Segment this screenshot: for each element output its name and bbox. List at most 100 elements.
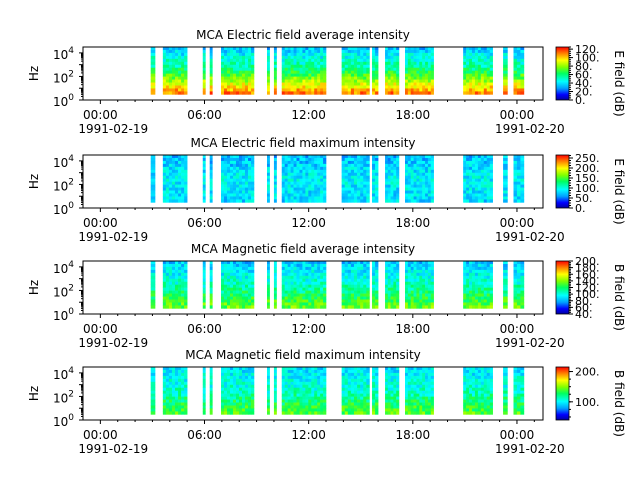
spectrogram-cell	[224, 293, 228, 297]
spectrogram-cell	[267, 381, 270, 386]
spectrogram-cell	[168, 181, 173, 185]
x-tick-time: 00:00	[83, 322, 118, 336]
spectrogram-cell	[227, 296, 231, 300]
spectrogram-cell	[486, 287, 491, 291]
spectrogram-cell	[171, 372, 176, 377]
spectrogram-cell	[314, 55, 318, 60]
spectrogram-cell	[513, 278, 518, 283]
spectrogram-cell	[267, 85, 270, 89]
spectrogram-cell	[344, 266, 349, 271]
spectrogram-cell	[480, 196, 485, 200]
spectrogram-cell	[267, 169, 270, 174]
spectrogram-cell	[360, 49, 364, 54]
spectrogram-cell	[360, 193, 364, 197]
spectrogram-cell	[281, 73, 285, 77]
colorbar: 40.60.80.100.120.140.160.180.200.B field…	[555, 255, 626, 331]
spectrogram-cell	[181, 263, 185, 268]
spectrogram-cell	[477, 61, 482, 66]
spectrogram-cell	[416, 266, 420, 271]
spectrogram-cell	[229, 272, 234, 277]
spectrogram-cell	[323, 196, 327, 200]
spectrogram-cell	[344, 160, 349, 165]
spectrogram-cell	[387, 76, 391, 80]
spectrogram-cell	[422, 166, 426, 171]
spectrogram-cell	[290, 396, 294, 400]
spectrogram-cell	[178, 178, 182, 182]
spectrogram-cell	[229, 187, 234, 191]
spectrogram-cell	[308, 278, 312, 283]
spectrogram-cell	[427, 287, 432, 291]
spectrogram-cell	[296, 175, 300, 179]
spectrogram-cell	[224, 284, 228, 288]
spectrogram-cell	[273, 399, 277, 403]
spectrogram-cell	[314, 79, 318, 83]
spectrogram-cell	[175, 91, 179, 95]
spectrogram-cell	[314, 384, 318, 389]
spectrogram-cell	[162, 88, 167, 92]
spectrogram-cell	[296, 163, 300, 168]
spectrogram-cell	[427, 261, 432, 265]
spectrogram-cell	[227, 369, 231, 374]
spectrogram-cell	[229, 281, 234, 285]
spectrogram-cell	[238, 73, 243, 77]
spectrogram-cell	[363, 85, 367, 89]
spectrogram-cell	[466, 157, 470, 162]
spectrogram-cell	[405, 296, 409, 300]
spectrogram-cell	[224, 381, 228, 386]
spectrogram-cell	[232, 184, 237, 188]
spectrogram-cell	[296, 290, 300, 294]
spectrogram-cell	[427, 157, 432, 162]
spectrogram-cell	[407, 47, 412, 51]
spectrogram-cell	[311, 287, 315, 291]
spectrogram-cell	[287, 163, 291, 168]
spectrogram-cell	[360, 155, 364, 159]
spectrogram-cell	[305, 393, 309, 397]
spectrogram-cell	[290, 76, 294, 80]
spectrogram-cell	[323, 169, 327, 174]
spectrogram-cell	[469, 296, 473, 300]
spectrogram-cell	[375, 408, 379, 412]
spectrogram-cell	[385, 302, 389, 306]
spectrogram-cell	[250, 408, 255, 412]
spectrogram-cell	[344, 281, 349, 285]
spectrogram-cell	[407, 55, 412, 60]
spectrogram-cell	[390, 290, 394, 294]
spectrogram-cell	[516, 91, 521, 95]
spectrogram-cell	[385, 263, 389, 268]
spectrogram-cell	[357, 155, 361, 159]
spectrogram-cell	[463, 199, 467, 203]
spectrogram-cell	[366, 166, 370, 171]
spectrogram-cell	[250, 49, 255, 54]
spectrogram-cell	[385, 76, 389, 80]
spectrogram-cell	[486, 155, 491, 159]
spectrogram-cell	[463, 290, 467, 294]
spectrogram-cell	[372, 178, 376, 182]
spectrogram-cell	[486, 49, 491, 54]
spectrogram-cell	[407, 272, 412, 277]
spectrogram-cell	[241, 163, 246, 168]
spectrogram-cell	[227, 405, 231, 409]
spectrogram-cell	[235, 369, 240, 374]
spectrogram-cell	[308, 88, 312, 92]
spectrogram-cell	[293, 393, 297, 397]
spectrogram-cell	[375, 91, 379, 95]
spectrogram-cell	[311, 266, 315, 271]
spectrogram-cell	[305, 399, 309, 403]
spectrogram-cell	[209, 387, 213, 391]
spectrogram-cell	[422, 199, 426, 203]
spectrogram-cell	[284, 296, 288, 300]
spectrogram-cell	[320, 91, 324, 95]
spectrogram-cell	[344, 76, 349, 80]
spectrogram-cell	[357, 381, 361, 386]
spectrogram-cell	[305, 275, 309, 280]
spectrogram-cell	[360, 52, 364, 57]
spectrogram-cell	[235, 49, 240, 54]
spectrogram-cell	[425, 193, 429, 197]
spectrogram-cell	[305, 181, 309, 185]
spectrogram-cell	[422, 269, 426, 274]
spectrogram-cell	[372, 73, 376, 77]
spectrogram-cell	[273, 172, 277, 177]
spectrogram-cell	[407, 76, 412, 80]
spectrogram-cell	[425, 88, 429, 92]
spectrogram-cell	[387, 196, 391, 200]
